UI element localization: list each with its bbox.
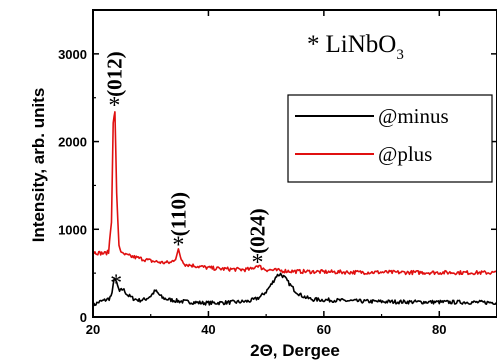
y-axis-title: Intensity, arb. units <box>29 88 48 243</box>
svg-text:*LiNbO3: * LiNbO3 <box>307 31 404 63</box>
x-axis-title: 2Θ, Dergee <box>250 341 340 360</box>
series-line-plus <box>93 111 497 276</box>
plot-frame <box>92 9 497 318</box>
peak-star: * <box>251 250 263 276</box>
y-tick-label: 0 <box>80 310 87 325</box>
y-tick-label: 3000 <box>58 47 87 62</box>
x-tick-label: 20 <box>86 322 100 337</box>
series-line-minus <box>93 272 497 308</box>
peak-label: (012) <box>102 51 126 97</box>
label-layer: *(012)*(110)*(024)* <box>102 51 269 296</box>
compound-annotation: * LiNbO3 <box>307 31 404 63</box>
peak-star: * <box>108 93 120 119</box>
y-tick-label: 2000 <box>58 135 87 150</box>
annotation-star: * <box>307 31 320 58</box>
minus-peak-star: * <box>110 271 122 297</box>
legend-label-minus: @minus <box>378 104 449 128</box>
peak-label: (110) <box>166 192 190 236</box>
peak-star: * <box>172 232 184 258</box>
peak-label: (024) <box>245 208 269 254</box>
annotation-subscript: 3 <box>396 47 404 63</box>
legend: @minus @plus <box>287 94 493 183</box>
legend-box <box>287 94 493 183</box>
tick-layer: 20 40 60 80 0 1000 2000 3000 <box>58 10 497 337</box>
x-tick-label: 60 <box>317 322 331 337</box>
legend-label-plus: @plus <box>378 142 432 166</box>
series-layer <box>93 111 497 308</box>
x-tick-label: 80 <box>432 322 446 337</box>
x-tick-label: 40 <box>201 322 215 337</box>
annotation-formula: LiNbO <box>326 31 397 58</box>
y-tick-label: 1000 <box>58 222 87 237</box>
